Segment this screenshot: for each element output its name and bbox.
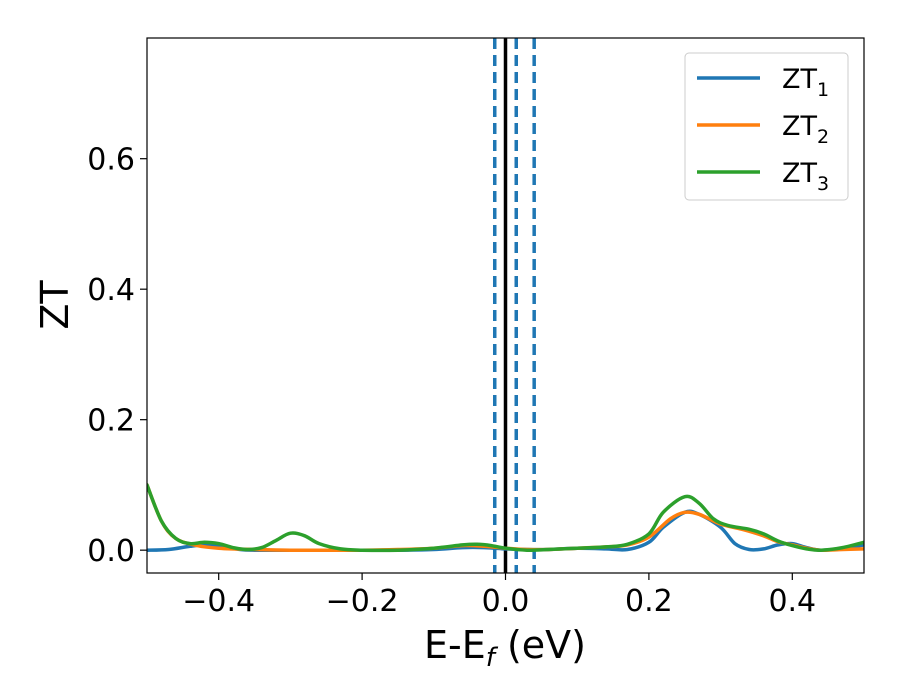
y-tick-label: 0.0: [87, 534, 135, 569]
series-line-zt3: [147, 483, 864, 553]
x-axis-label: E-Ef (eV): [424, 623, 586, 673]
legend-label-zt1: ZT1: [782, 64, 829, 101]
y-tick-label: 0.2: [87, 404, 135, 439]
y-axis-label: ZT: [33, 280, 77, 330]
y-tick-label: 0.6: [87, 143, 135, 178]
x-tick-label: 0.2: [625, 584, 673, 619]
x-tick-label: −0.4: [182, 584, 255, 619]
x-tick-label: −0.2: [326, 584, 399, 619]
legend-label-zt2: ZT2: [782, 111, 829, 148]
series-lines: [147, 483, 864, 553]
y-tick-label: 0.4: [87, 273, 135, 308]
x-axis: −0.4 −0.2 0.0 0.2 0.4: [182, 573, 816, 619]
legend: ZT1 ZT2 ZT3: [684, 52, 849, 201]
y-axis: 0.0 0.2 0.4 0.6: [87, 143, 147, 569]
legend-box: [684, 52, 849, 201]
legend-label-zt3: ZT3: [782, 158, 829, 195]
x-tick-label: 0.4: [768, 584, 816, 619]
vertical-reference-lines: [492, 38, 536, 573]
x-tick-label: 0.0: [482, 584, 530, 619]
